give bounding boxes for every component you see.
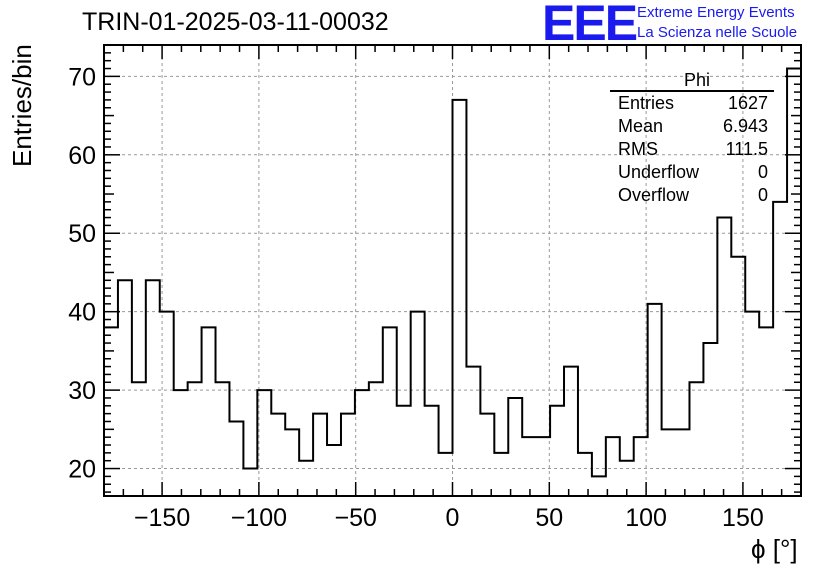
stats-value: 0	[757, 185, 768, 205]
y-tick-label: 20	[68, 456, 96, 484]
histogram-series-phi	[104, 67, 801, 478]
x-tick-labels: −150 −100 −50 0 50 100 150	[134, 504, 764, 532]
histogram-bin	[425, 406, 439, 496]
histogram-bin	[313, 414, 327, 496]
histogram-bin	[480, 414, 494, 496]
x-tick-label: 0	[446, 504, 460, 532]
histogram-bin	[676, 429, 690, 496]
histogram-bin	[717, 218, 731, 496]
histogram-bin	[383, 327, 397, 496]
histogram-bin	[759, 327, 773, 496]
y-axis-label: Entries/bin	[7, 44, 37, 167]
stats-row-overflow: Overflow 0	[610, 184, 774, 207]
y-tick-label: 30	[68, 377, 96, 405]
histogram-bin	[620, 461, 634, 496]
stats-value: 1627	[727, 93, 768, 113]
histogram-bin	[174, 390, 188, 496]
histogram-bin	[508, 398, 522, 496]
histogram-bin	[355, 390, 369, 496]
stats-value: 111.5	[725, 139, 768, 159]
histogram-bin	[104, 327, 118, 496]
stats-box: Phi Entries 1627 Mean 6.943 RMS 111.5 Un…	[610, 70, 774, 207]
y-tick-labels: 20 30 40 50 60 70	[68, 63, 96, 483]
stats-label: Overflow	[618, 185, 690, 205]
x-axis-label: ϕ [°]	[751, 534, 798, 564]
histogram-bin	[564, 367, 578, 496]
histogram-bin	[494, 453, 508, 496]
stats-label: Mean	[618, 116, 664, 136]
histogram-bin	[257, 390, 271, 496]
histogram-bin	[229, 421, 243, 496]
x-tick-label: −50	[334, 504, 376, 532]
eee-logo: EEE	[542, 0, 638, 51]
stats-row-underflow: Underflow 0	[610, 161, 774, 184]
x-tick-label: 50	[535, 504, 563, 532]
stats-label: Entries	[618, 93, 675, 113]
histogram-bin	[118, 280, 132, 496]
histogram-bin	[592, 476, 606, 496]
y-tick-label: 70	[68, 63, 96, 91]
histogram-bin	[202, 327, 216, 496]
histogram-bin	[648, 304, 662, 496]
logo-line-1: Extreme Energy Events	[637, 4, 795, 21]
histogram-bin	[160, 312, 174, 496]
histogram-bin	[745, 312, 759, 496]
histogram-bin	[341, 414, 355, 496]
stats-title: Phi	[610, 70, 774, 92]
histogram-bin	[550, 406, 564, 496]
histogram-bin	[787, 69, 801, 496]
y-tick-label: 60	[68, 142, 96, 170]
histogram-bin	[146, 280, 160, 496]
histogram-bin	[369, 382, 383, 496]
histogram-bin	[773, 202, 787, 496]
histogram-bin	[397, 406, 411, 496]
histogram-bin	[188, 382, 202, 496]
histogram-bin	[453, 100, 467, 496]
histogram-bin	[522, 437, 536, 496]
stats-value: 0	[757, 162, 768, 182]
histogram-bin	[299, 461, 313, 496]
chart-title: TRIN-01-2025-03-11-00032	[82, 8, 389, 36]
y-tick-label: 50	[68, 220, 96, 248]
x-tick-label: −150	[134, 504, 190, 532]
stats-label: RMS	[618, 139, 658, 159]
x-tick-label: 100	[625, 504, 667, 532]
histogram-bin	[731, 257, 745, 496]
x-tick-label: −100	[231, 504, 287, 532]
stats-row-mean: Mean 6.943	[610, 115, 774, 138]
stats-value: 6.943	[722, 116, 768, 136]
axis-ticks	[103, 44, 802, 496]
stats-label: Underflow	[618, 162, 700, 182]
stats-row-entries: Entries 1627	[610, 92, 774, 115]
stats-row-rms: RMS 111.5	[610, 138, 774, 161]
y-tick-label: 40	[68, 299, 96, 327]
x-tick-label: 150	[722, 504, 764, 532]
histogram-bin	[578, 453, 592, 496]
histogram-bin	[536, 437, 550, 496]
histogram-bin	[606, 437, 620, 496]
histogram-bin	[703, 343, 717, 496]
logo-line-2: La Scienza nelle Scuole	[637, 24, 798, 41]
histogram-bin	[327, 445, 341, 496]
plot-frame	[103, 44, 802, 497]
histogram-bin	[271, 414, 285, 496]
histogram-bin	[216, 382, 230, 496]
histogram-bin	[243, 469, 257, 496]
histogram-bin	[132, 382, 146, 496]
histogram-bin	[466, 367, 480, 496]
histogram-bin	[662, 429, 676, 496]
histogram-bin	[634, 437, 648, 496]
histogram-bin	[439, 453, 453, 496]
histogram-bin	[689, 382, 703, 496]
histogram-bin	[411, 312, 425, 496]
histogram-bin	[285, 429, 299, 496]
